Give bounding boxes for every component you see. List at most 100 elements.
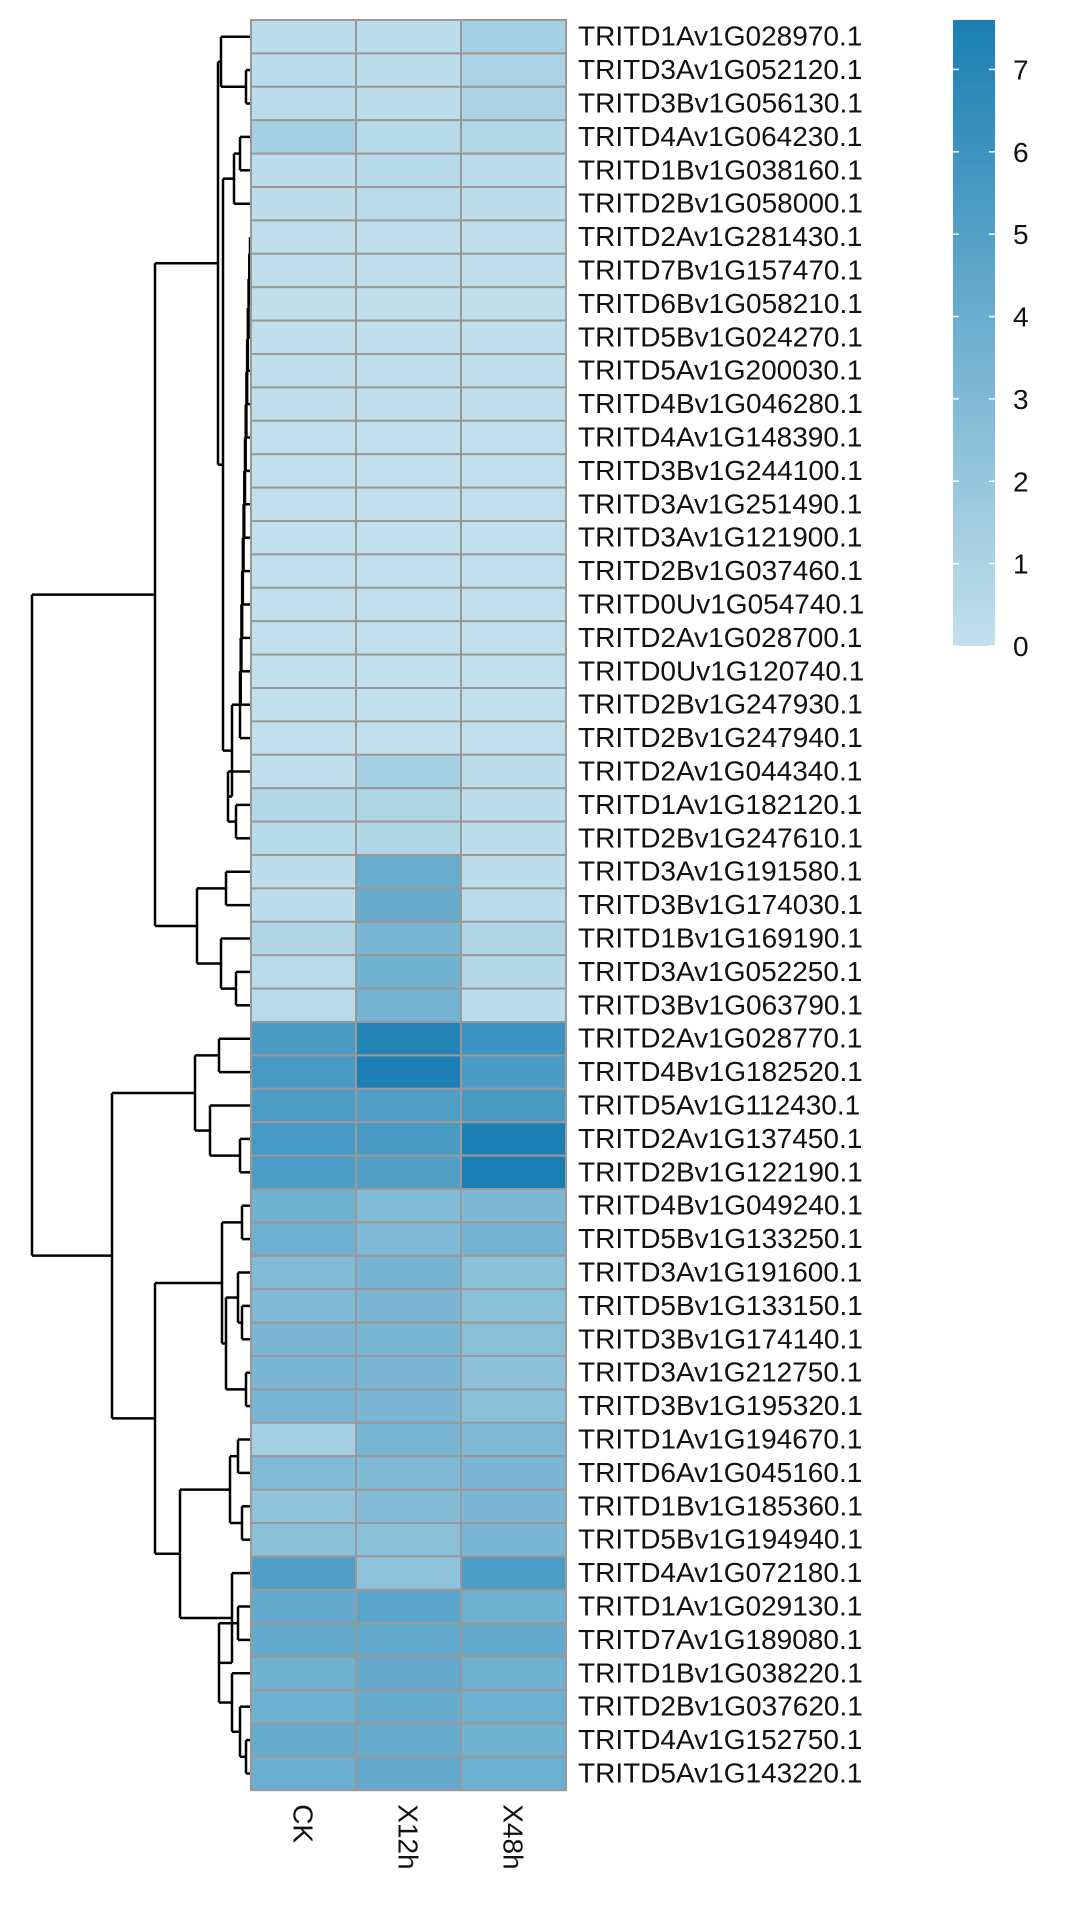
heatmap-cell xyxy=(460,19,567,55)
heatmap-cell xyxy=(355,1689,462,1725)
heatmap-cell xyxy=(355,820,462,856)
heatmap-cell xyxy=(355,1254,462,1291)
heatmap-cell xyxy=(355,1154,462,1190)
heatmap-cell xyxy=(250,1689,357,1725)
heatmap-cell xyxy=(250,1755,357,1792)
heatmap-cell xyxy=(460,1054,567,1090)
row-label: TRITD1Bv1G185360.1 xyxy=(578,1490,863,1521)
heatmap-cell xyxy=(355,1288,462,1324)
heatmap-cell xyxy=(250,954,357,990)
row-label: TRITD2Bv1G122190.1 xyxy=(578,1156,863,1187)
heatmap-cell xyxy=(355,219,462,255)
heatmap-cell xyxy=(460,687,567,723)
row-label: TRITD2Av1G281430.1 xyxy=(578,221,862,252)
color-legend: 0 1 2 3 4 5 6 7 xyxy=(953,20,1029,662)
row-label: TRITD3Bv1G174030.1 xyxy=(578,889,863,920)
row-label: TRITD2Av1G137450.1 xyxy=(578,1123,862,1154)
row-label: TRITD3Bv1G056130.1 xyxy=(578,88,863,119)
heatmap-cells xyxy=(250,19,567,1792)
heatmap-cell xyxy=(355,353,462,389)
heatmap-cell xyxy=(355,1021,462,1057)
heatmap-cell xyxy=(355,1555,462,1591)
row-label: TRITD6Av1G045160.1 xyxy=(578,1457,862,1488)
heatmap-cell xyxy=(250,1254,357,1291)
row-label: TRITD6Bv1G058210.1 xyxy=(578,288,863,319)
heatmap-cell xyxy=(460,1455,567,1491)
heatmap-cell xyxy=(355,620,462,656)
heatmap-cell xyxy=(250,1121,357,1157)
row-label: TRITD1Av1G029130.1 xyxy=(578,1591,862,1622)
heatmap-cell xyxy=(250,1355,357,1391)
row-label: TRITD2Av1G028700.1 xyxy=(578,622,862,653)
heatmap-cell xyxy=(355,1121,462,1157)
row-label: TRITD1Bv1G169190.1 xyxy=(578,923,863,954)
heatmap-cell xyxy=(460,419,567,456)
heatmap-cell xyxy=(355,1355,462,1391)
heatmap-cell xyxy=(355,753,462,790)
row-label: TRITD3Av1G052120.1 xyxy=(578,54,862,85)
row-label: TRITD3Av1G191600.1 xyxy=(578,1257,862,1288)
row-label: TRITD5Av1G112430.1 xyxy=(578,1090,860,1121)
heatmap-cell xyxy=(355,720,462,756)
row-label: TRITD1Av1G028970.1 xyxy=(578,21,862,52)
heatmap-cell xyxy=(250,1722,357,1758)
heatmap-cell xyxy=(460,1355,567,1391)
row-label: TRITD7Bv1G157470.1 xyxy=(578,255,863,286)
row-label: TRITD3Av1G191580.1 xyxy=(578,856,862,887)
heatmap-cell xyxy=(355,1488,462,1524)
heatmap-cell xyxy=(460,887,567,923)
row-label: TRITD3Bv1G244100.1 xyxy=(578,455,863,486)
heatmap-cell xyxy=(355,1421,462,1458)
heatmap-cell xyxy=(250,1154,357,1190)
row-label: TRITD3Bv1G195320.1 xyxy=(578,1390,863,1421)
heatmap-cell xyxy=(355,252,462,289)
heatmap-cell xyxy=(250,1221,357,1257)
heatmap-cell xyxy=(355,85,462,122)
heatmap-cell xyxy=(250,687,357,723)
heatmap-cell xyxy=(460,219,567,255)
heatmap-cell xyxy=(355,520,462,556)
row-label: TRITD1Av1G194670.1 xyxy=(578,1424,862,1455)
column-label: CK xyxy=(288,1804,319,1843)
heatmap-cell xyxy=(355,586,462,623)
heatmap-cell xyxy=(460,753,567,790)
heatmap-cell xyxy=(460,286,567,322)
row-label: TRITD2Bv1G037620.1 xyxy=(578,1691,863,1722)
heatmap-cell xyxy=(250,820,357,856)
heatmap-cell xyxy=(460,1221,567,1257)
heatmap-cell xyxy=(460,1321,567,1357)
row-label: TRITD7Av1G189080.1 xyxy=(578,1624,862,1655)
heatmap-cell xyxy=(355,152,462,189)
heatmap-cell xyxy=(250,987,357,1023)
column-label: X12h xyxy=(393,1804,424,1869)
heatmap-cell xyxy=(250,1288,357,1324)
heatmap-cell xyxy=(460,586,567,623)
heatmap-cell xyxy=(355,1455,462,1491)
row-label: TRITD5Bv1G194940.1 xyxy=(578,1524,863,1555)
heatmap-cell xyxy=(355,954,462,990)
row-label: TRITD2Bv1G058000.1 xyxy=(578,188,863,219)
heatmap-cell xyxy=(250,1188,357,1224)
heatmap-cell xyxy=(250,386,357,422)
row-label: TRITD4Av1G152750.1 xyxy=(578,1724,862,1755)
heatmap-cell xyxy=(460,720,567,756)
heatmap-cell xyxy=(355,119,462,155)
row-label: TRITD4Av1G148390.1 xyxy=(578,422,862,453)
heatmap-cell xyxy=(460,52,567,88)
row-label: TRITD2Bv1G247930.1 xyxy=(578,689,863,720)
heatmap-cell xyxy=(460,1121,567,1157)
row-label: TRITD1Bv1G038160.1 xyxy=(578,154,863,185)
heatmap-cell xyxy=(250,854,357,890)
heatmap-cell xyxy=(460,152,567,189)
heatmap-cell xyxy=(250,720,357,756)
row-label: TRITD1Bv1G038220.1 xyxy=(578,1657,863,1688)
heatmap-cell xyxy=(460,186,567,222)
row-label: TRITD5Bv1G133250.1 xyxy=(578,1223,863,1254)
heatmap-cell xyxy=(355,1188,462,1224)
heatmap-cell xyxy=(250,353,357,389)
heatmap-cell xyxy=(460,85,567,122)
heatmap-cell xyxy=(355,286,462,322)
heatmap-cell xyxy=(250,1588,357,1625)
heatmap-cell xyxy=(460,1622,567,1658)
heatmap-cell xyxy=(250,286,357,322)
